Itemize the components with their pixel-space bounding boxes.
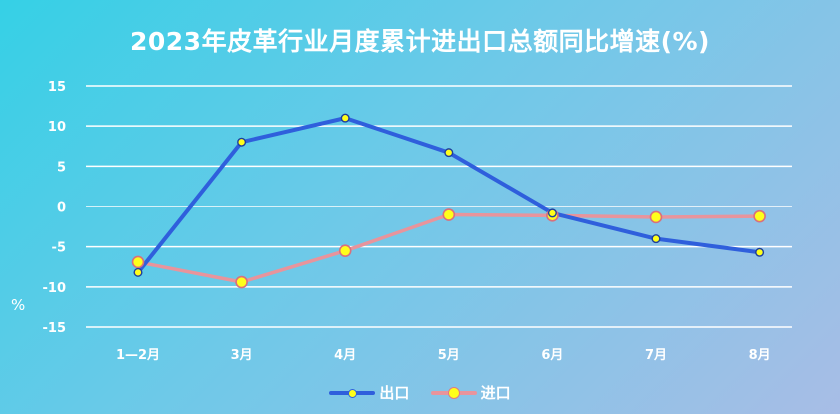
- legend-label-export: 出口: [379, 384, 410, 402]
- x-tick-label: 3月: [231, 348, 253, 363]
- data-point-export: [444, 148, 454, 158]
- y-tick-label: -5: [52, 241, 66, 256]
- x-tick-label: 8月: [749, 348, 771, 363]
- data-point-export: [133, 267, 143, 277]
- data-point-export: [755, 247, 765, 257]
- legend-item-import: 进口: [430, 382, 511, 403]
- legend-label-import: 进口: [480, 384, 511, 402]
- legend-swatch-export: [329, 386, 376, 400]
- y-axis-label: %: [11, 296, 26, 314]
- data-point-export: [237, 137, 247, 147]
- data-point-import: [649, 210, 663, 224]
- chart-title: 2023年皮革行业月度累计进出口总额同比增速(%): [130, 27, 710, 56]
- data-point-import: [753, 209, 766, 223]
- series-line-export: [136, 116, 762, 275]
- y-tick-label: 10: [48, 120, 66, 135]
- x-tick-label: 4月: [334, 348, 356, 363]
- series-line-import: [136, 212, 762, 284]
- y-tick-label: 15: [48, 80, 66, 95]
- data-point-export: [547, 208, 557, 218]
- legend-swatch-import: [430, 386, 477, 400]
- data-point-import: [338, 244, 352, 257]
- data-point-import: [235, 275, 248, 289]
- legend-item-export: 出口: [329, 382, 409, 403]
- x-tick-label: 7月: [645, 348, 667, 363]
- x-tick-label: 6月: [541, 348, 563, 363]
- data-point-export: [651, 234, 661, 244]
- x-tick-label: 5月: [438, 348, 460, 363]
- y-tick-label: 0: [57, 201, 66, 216]
- data-point-import: [442, 208, 456, 221]
- legend: 出口 进口: [0, 382, 840, 404]
- data-point-export: [340, 113, 350, 123]
- x-tick-label: 1—2月: [116, 348, 160, 363]
- y-tick-label: 5: [57, 160, 66, 175]
- data-point-import: [131, 255, 145, 269]
- y-tick-label: -15: [43, 321, 67, 336]
- y-tick-label: -10: [43, 281, 67, 296]
